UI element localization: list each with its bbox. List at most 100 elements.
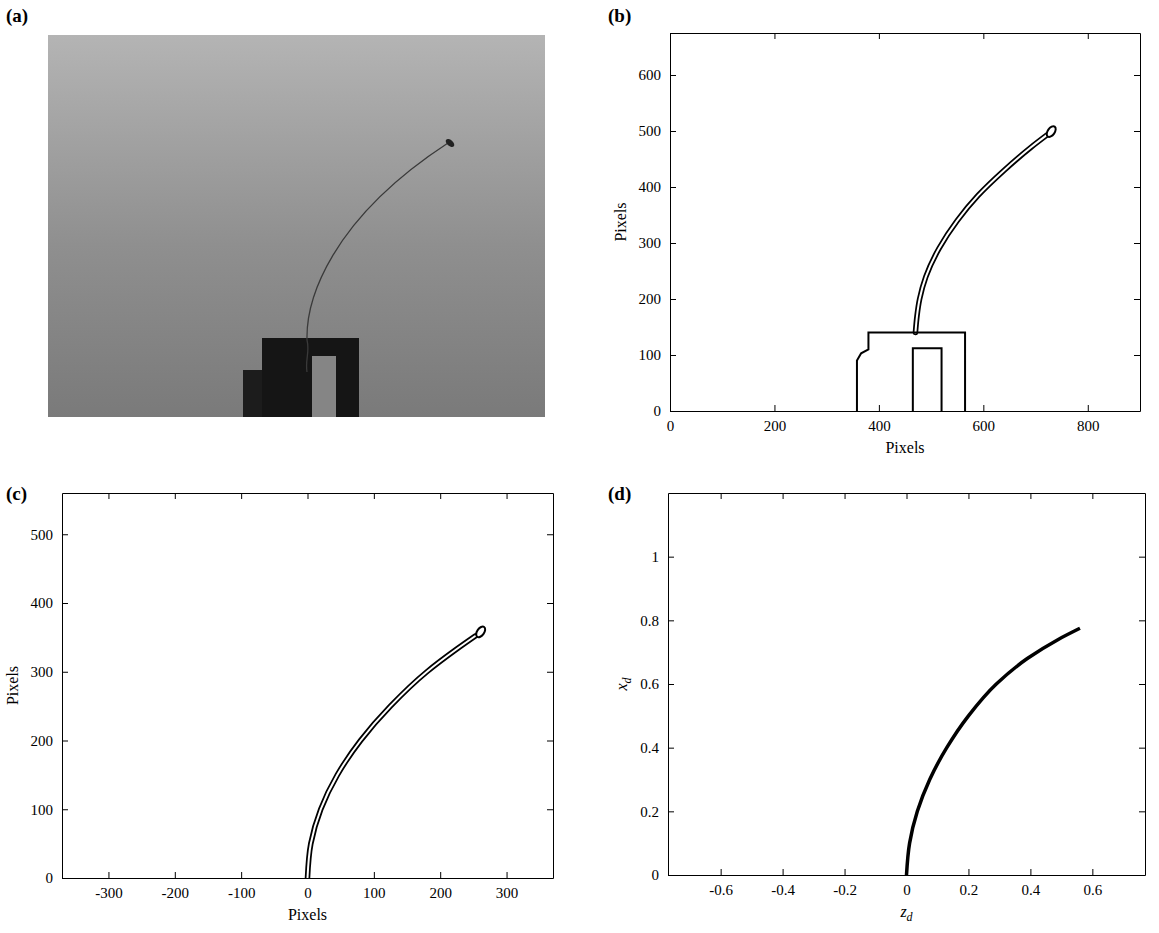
tick: 0.2 xyxy=(640,804,674,820)
axis-title: Pixels xyxy=(288,906,327,923)
tick-mark xyxy=(983,33,984,39)
tick-label: 0.2 xyxy=(640,804,659,820)
y-axis-right xyxy=(1134,34,1141,412)
clamp xyxy=(243,370,265,417)
tick: 0.4 xyxy=(1022,869,1041,898)
tick-label: 0 xyxy=(304,885,312,901)
tick-mark xyxy=(670,187,676,188)
tick xyxy=(1134,187,1140,188)
curve xyxy=(907,628,1080,875)
tick: 0 xyxy=(46,870,69,886)
tick: 800 xyxy=(1077,405,1100,434)
y-axis: 0100200300400500600 xyxy=(639,34,677,420)
tick-mark xyxy=(1139,875,1145,876)
tick-label: -300 xyxy=(95,885,123,901)
axis-title: xd xyxy=(613,676,634,691)
fiber-tip xyxy=(444,137,456,148)
tick-label: 0 xyxy=(654,403,662,419)
tick-mark xyxy=(1088,33,1089,39)
tick xyxy=(1030,493,1031,499)
tick: 500 xyxy=(639,123,677,139)
tick: 200 xyxy=(429,872,452,901)
tick: -0.2 xyxy=(833,869,857,898)
tick-mark xyxy=(845,869,846,875)
tick xyxy=(1139,811,1145,812)
tick-mark xyxy=(308,493,309,499)
tick-mark xyxy=(721,869,722,875)
tick: -200 xyxy=(162,872,190,901)
axis-line xyxy=(671,33,1141,34)
tick-label: 200 xyxy=(429,885,452,901)
tick xyxy=(547,603,553,604)
tick-mark xyxy=(1134,243,1140,244)
tick xyxy=(547,878,553,879)
tick xyxy=(1134,75,1140,76)
tick-mark xyxy=(547,672,553,673)
tick-mark xyxy=(1139,557,1145,558)
tick: 1 xyxy=(652,549,675,565)
tick-mark xyxy=(668,557,674,558)
tick-mark xyxy=(374,493,375,499)
tick-label: 0.6 xyxy=(640,676,659,692)
axis-line xyxy=(671,411,1141,412)
tick-mark xyxy=(175,493,176,499)
tick-label: 0.4 xyxy=(640,740,659,756)
tick-mark xyxy=(783,493,784,499)
tick-mark xyxy=(1134,131,1140,132)
axis-line xyxy=(63,878,554,879)
tick xyxy=(1134,131,1140,132)
tick: 100 xyxy=(639,347,677,363)
fiber xyxy=(307,143,448,372)
tick xyxy=(1092,493,1093,499)
tick-label: 0.8 xyxy=(640,613,659,629)
tick-mark xyxy=(374,872,375,878)
tick: 300 xyxy=(639,235,677,251)
tick: 100 xyxy=(31,802,69,818)
tick-mark xyxy=(507,872,508,878)
tick-mark xyxy=(547,809,553,810)
tick: 0.6 xyxy=(640,676,674,692)
tick-mark xyxy=(175,872,176,878)
tick-mark xyxy=(547,741,553,742)
tick-mark xyxy=(62,809,68,810)
outline xyxy=(913,348,942,411)
tick-mark xyxy=(668,875,674,876)
tick: 0.6 xyxy=(1083,869,1102,898)
tick-mark xyxy=(968,869,969,875)
panel-label: (c) xyxy=(6,483,27,505)
tick-mark xyxy=(907,493,908,499)
tick-mark xyxy=(670,411,676,412)
photo-background xyxy=(48,35,545,417)
axis-line xyxy=(669,875,1146,876)
panel: -0.6-0.4-0.200.20.40.600.20.40.60.81zdxd xyxy=(613,493,1146,924)
tick-label: 500 xyxy=(31,527,54,543)
tick-mark xyxy=(547,603,553,604)
axis-title: Pixels xyxy=(612,202,629,241)
tick-label: 1 xyxy=(652,549,660,565)
x-axis: 0200400600800 xyxy=(667,405,1141,434)
y-axis: 0100200300400500 xyxy=(31,494,69,887)
tick xyxy=(507,493,508,499)
plot-area xyxy=(857,125,1058,411)
tick-mark xyxy=(62,672,68,673)
tick: 200 xyxy=(639,291,677,307)
tick xyxy=(1139,620,1145,621)
y-axis: 00.20.40.60.81 xyxy=(640,494,674,884)
plot-area xyxy=(907,628,1080,875)
axis-line xyxy=(1145,494,1146,876)
tick-label: -0.6 xyxy=(709,882,733,898)
curve-core xyxy=(308,636,476,878)
axis-title: zd xyxy=(899,903,913,924)
tick-mark xyxy=(668,748,674,749)
panel: -300-200-10001002003000100200300400500Pi… xyxy=(4,493,554,923)
tick xyxy=(721,493,722,499)
tick-mark xyxy=(547,534,553,535)
tick-mark xyxy=(1134,299,1140,300)
panel: 02004006008000100200300400500600PixelsPi… xyxy=(612,33,1141,456)
tick: 0.4 xyxy=(640,740,674,756)
tick-mark xyxy=(108,493,109,499)
tick-label: 300 xyxy=(496,885,519,901)
tick xyxy=(983,33,984,39)
tick xyxy=(1134,411,1140,412)
tick: 400 xyxy=(639,179,677,195)
